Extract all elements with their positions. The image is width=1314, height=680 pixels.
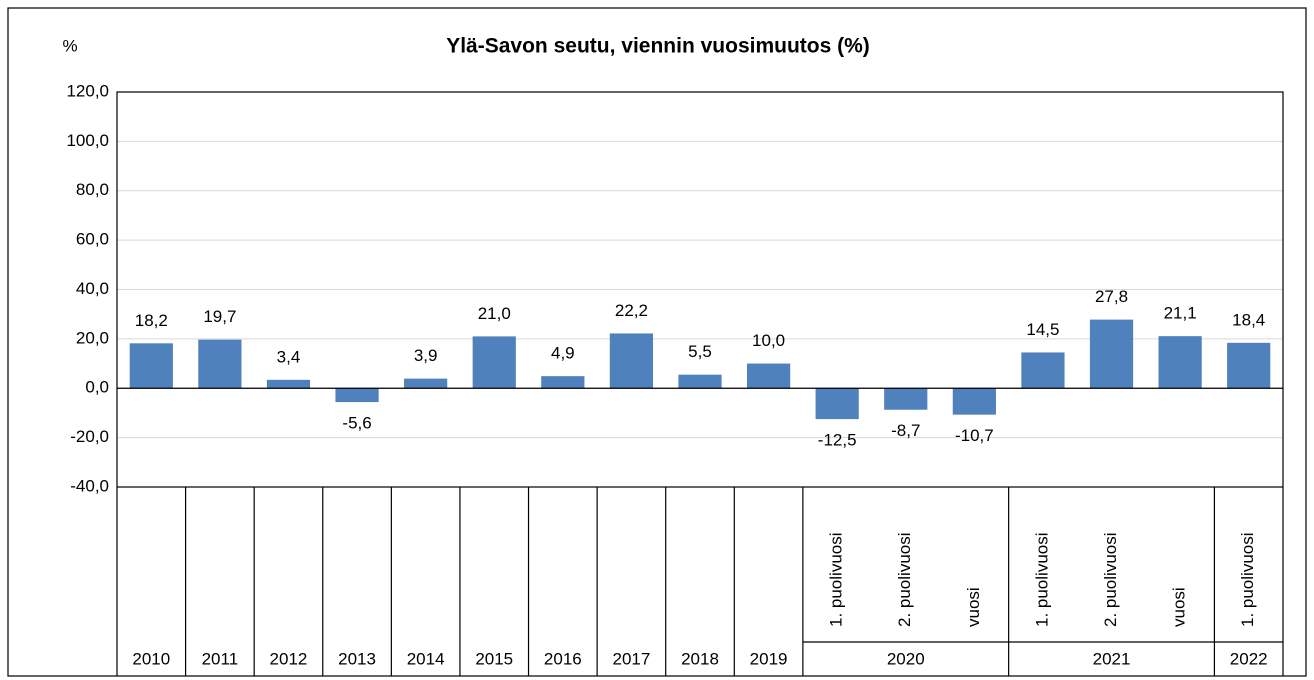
x-tick-label: vuosi — [964, 587, 983, 627]
x-tick-label: 2018 — [681, 649, 719, 668]
x-tick-label: 2014 — [407, 649, 445, 668]
data-label: 5,5 — [688, 342, 712, 361]
bar — [746, 363, 791, 389]
data-label: 21,0 — [478, 304, 511, 323]
bar — [815, 388, 859, 420]
data-label: 27,8 — [1095, 287, 1128, 306]
data-label: 10,0 — [752, 331, 785, 350]
data-label: 18,4 — [1232, 310, 1265, 329]
data-label: 22,2 — [615, 301, 648, 320]
data-label: 4,9 — [551, 344, 575, 363]
y-tick-label: 60,0 — [76, 230, 109, 249]
data-label: -10,7 — [955, 426, 994, 445]
bar — [609, 333, 654, 389]
bar — [952, 388, 996, 415]
bar — [541, 376, 585, 389]
x-tick-label: 2016 — [544, 649, 582, 668]
group-label: 2022 — [1230, 649, 1268, 668]
data-label: 14,5 — [1026, 320, 1059, 339]
bar — [129, 343, 173, 389]
group-label: 2020 — [887, 649, 925, 668]
x-tick-label: 1. puolivuosi — [1032, 532, 1051, 627]
x-tick-label: 2017 — [612, 649, 650, 668]
y-tick-label: 40,0 — [76, 279, 109, 298]
x-tick-label: 2015 — [475, 649, 513, 668]
x-tick-label: 1. puolivuosi — [1238, 532, 1257, 627]
data-label: 18,2 — [135, 311, 168, 330]
x-tick-label: 2. puolivuosi — [1101, 532, 1120, 627]
bar — [1158, 336, 1202, 389]
x-tick-label: 2010 — [132, 649, 170, 668]
y-tick-label: 120,0 — [66, 81, 109, 100]
y-tick-label: -20,0 — [70, 427, 109, 446]
group-label: 2021 — [1093, 649, 1131, 668]
bar — [198, 339, 242, 389]
bar — [335, 388, 379, 403]
x-tick-label: 2013 — [338, 649, 376, 668]
bar — [884, 388, 928, 410]
data-label: -8,7 — [891, 421, 920, 440]
x-tick-label: 2. puolivuosi — [895, 532, 914, 627]
data-label: 21,1 — [1164, 304, 1197, 323]
bar — [1089, 319, 1134, 389]
bar — [1227, 342, 1271, 389]
x-tick-label: 2019 — [750, 649, 788, 668]
x-tick-label: 2012 — [270, 649, 308, 668]
x-tick-label: vuosi — [1170, 587, 1189, 627]
y-tick-label: 80,0 — [76, 180, 109, 199]
y-tick-label: 0,0 — [85, 378, 109, 397]
data-label: -5,6 — [342, 414, 371, 433]
x-tick-label: 2011 — [202, 649, 239, 668]
x-tick-label: 1. puolivuosi — [827, 532, 846, 627]
bar — [678, 374, 722, 389]
bar — [266, 379, 311, 389]
chart-title: Ylä-Savon seutu, viennin vuosimuutos (%) — [446, 35, 870, 58]
y-tick-label: 20,0 — [76, 328, 109, 347]
plot-border — [116, 91, 1284, 488]
data-label: 3,4 — [277, 347, 301, 366]
y-tick-label: -40,0 — [70, 476, 109, 495]
bar — [1021, 352, 1065, 389]
bar — [472, 336, 516, 389]
y-tick-label: 100,0 — [66, 131, 109, 150]
data-label: 3,9 — [414, 346, 438, 365]
data-label: -12,5 — [818, 431, 857, 450]
y-axis-label: % — [62, 36, 77, 55]
bar — [404, 378, 448, 389]
data-label: 19,7 — [203, 307, 236, 326]
